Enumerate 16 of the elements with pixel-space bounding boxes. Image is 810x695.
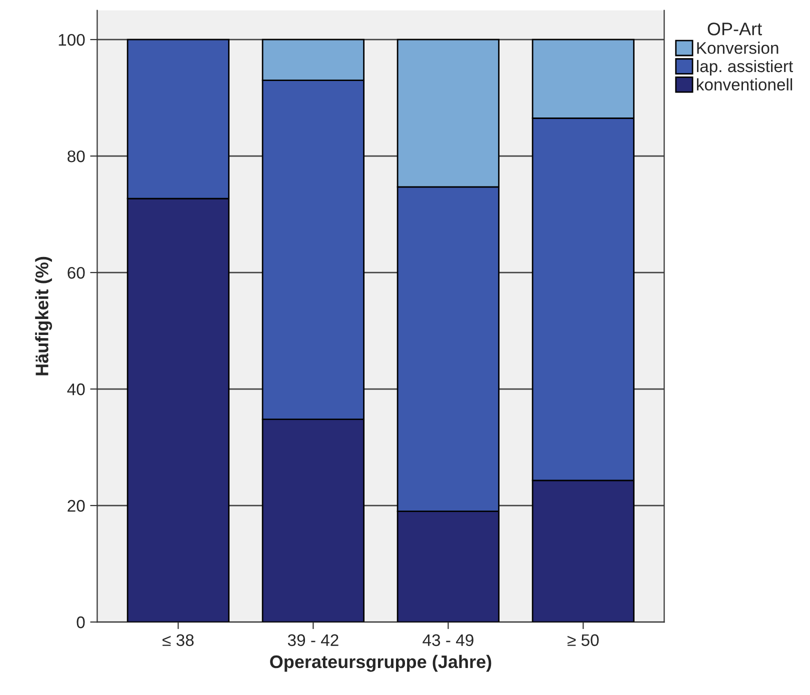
legend-label: lap. assistiert — [696, 60, 793, 76]
y-tick-label: 0 — [76, 616, 85, 628]
x-axis-title: Operateursgruppe (Jahre) — [270, 654, 492, 672]
legend-label: Konversion — [697, 42, 778, 54]
y-tick-label: 60 — [68, 266, 85, 279]
y-tick-label: 20 — [68, 500, 85, 512]
x-tick-label: ≤ 38 — [162, 634, 194, 646]
y-tick-label: 40 — [67, 383, 85, 396]
legend-title: OP-Art — [708, 22, 762, 36]
x-tick-label: 43 - 49 — [422, 634, 474, 646]
y-tick-label: 100 — [58, 34, 85, 46]
y-tick-label: 80 — [68, 150, 85, 162]
legend-label: konventionell — [696, 78, 792, 91]
x-tick-label: ≥ 50 — [568, 634, 599, 646]
y-axis-title: Häufigkeit (%) — [35, 256, 52, 376]
x-tick-label: 39 - 42 — [288, 634, 338, 646]
